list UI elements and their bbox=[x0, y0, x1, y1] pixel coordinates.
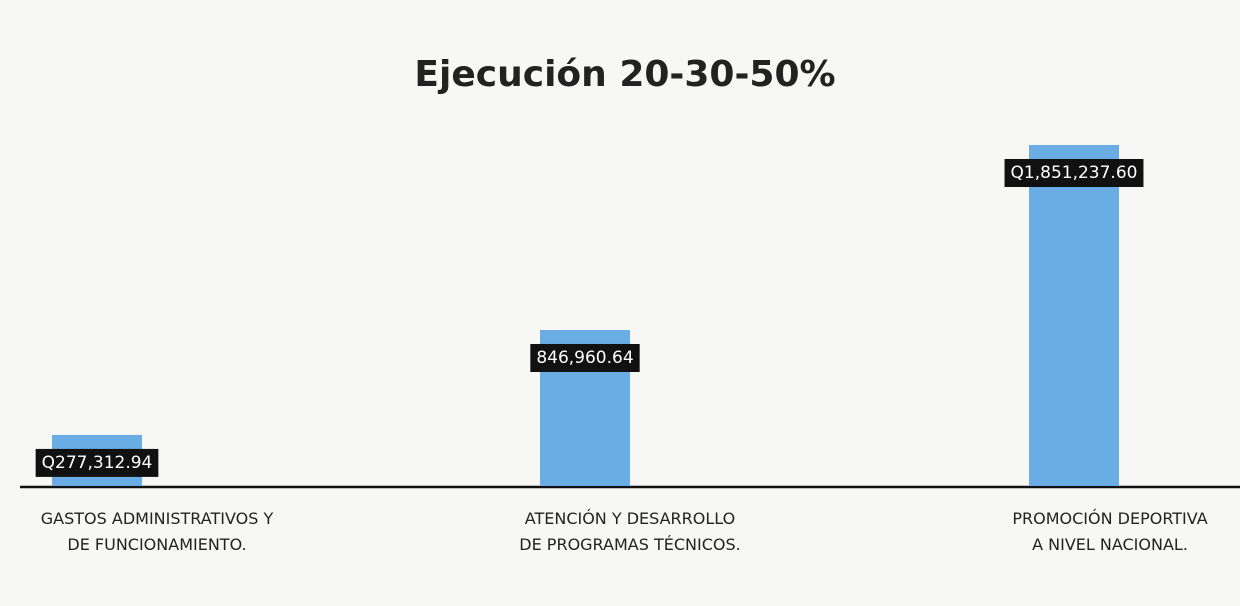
chart-title: Ejecución 20-30-50% bbox=[414, 54, 835, 95]
value-label-text: Q277,312.94 bbox=[42, 453, 153, 473]
x-tick-label: GASTOS ADMINISTRATIVOS Y DE FUNCIONAMIEN… bbox=[40, 509, 274, 554]
value-label: Q277,312.94 bbox=[35, 448, 159, 477]
value-label-box bbox=[1004, 159, 1144, 187]
value-label-text: 846,960.64 bbox=[536, 348, 633, 368]
value-label: 846,960.64 bbox=[530, 343, 640, 372]
bar bbox=[1029, 145, 1119, 486]
value-label-box bbox=[530, 343, 640, 372]
x-tick-label: PROMOCIÓN DEPORTIVA A NIVEL NACIONAL. bbox=[1012, 509, 1208, 554]
value-label: Q1,851,237.60 bbox=[1004, 159, 1144, 187]
value-label-box bbox=[35, 448, 159, 477]
x-tick-label: ATENCIÓN Y DESARROLLO DE PROGRAMAS TÉCNI… bbox=[519, 509, 741, 554]
value-label-text: Q1,851,237.60 bbox=[1011, 163, 1138, 183]
